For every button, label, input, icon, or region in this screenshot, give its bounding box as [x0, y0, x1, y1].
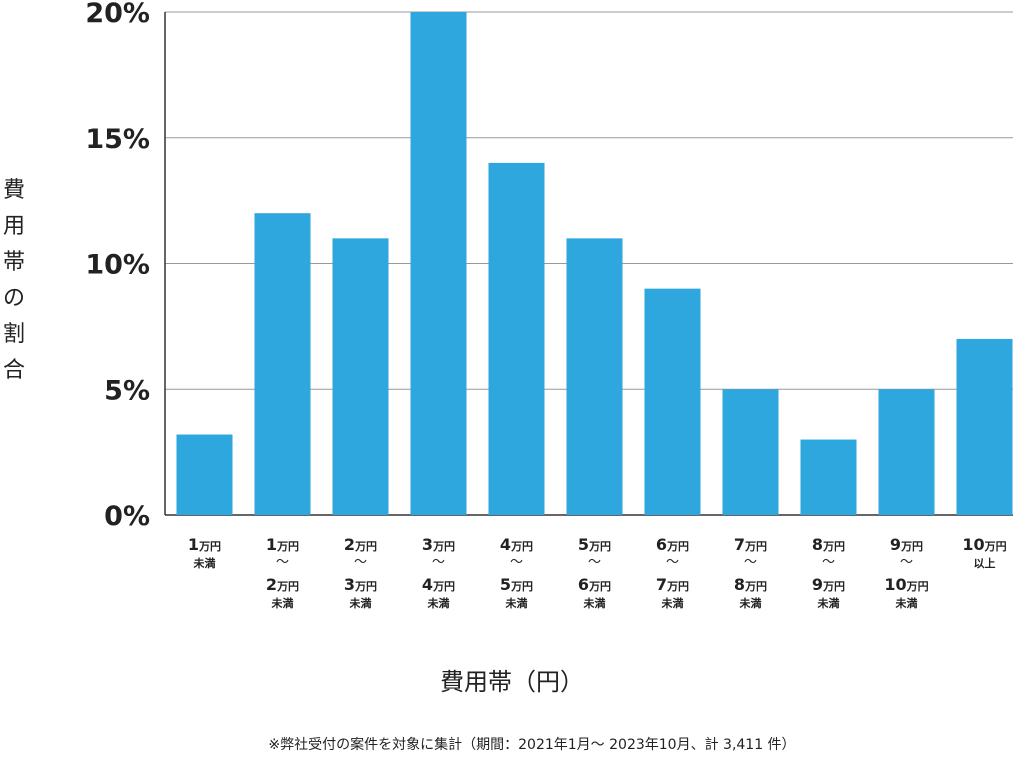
x-tick-label: 9万円 — [812, 575, 845, 594]
x-tick-suffix: 未満 — [349, 596, 372, 610]
x-tick-label: 2万円 — [344, 535, 377, 554]
y-tick-label: 5% — [104, 375, 150, 406]
y-axis-title-char: 合 — [3, 358, 25, 383]
x-tick-label: 6万円 — [656, 535, 689, 554]
y-axis-title-char: 費 — [3, 178, 25, 203]
footnote: ※弊社受付の案件を対象に集計（期間：2021年1月～ 2023年10月、計 3,… — [268, 737, 796, 753]
x-tick-label: 5万円 — [578, 535, 611, 554]
x-tick-suffix: 未満 — [583, 596, 606, 610]
x-tick-separator: 〜 — [744, 555, 757, 570]
x-tick-label: 4万円 — [422, 575, 455, 594]
x-tick-suffix: 未満 — [427, 596, 450, 610]
bar — [956, 338, 1013, 515]
bar — [800, 439, 857, 515]
x-tick-separator: 〜 — [822, 555, 835, 570]
bar — [254, 213, 311, 515]
y-tick-label: 20% — [85, 0, 150, 29]
y-axis-title-char: 用 — [3, 214, 25, 239]
x-tick-label: 8万円 — [812, 535, 845, 554]
y-axis-title-char: 帯 — [3, 250, 25, 275]
x-tick-label: 9万円 — [890, 535, 923, 554]
bar — [332, 238, 389, 515]
y-tick-label: 15% — [85, 124, 150, 155]
x-tick-separator: 〜 — [276, 555, 289, 570]
x-tick-label: 7万円 — [734, 535, 767, 554]
x-tick-label: 1万円 — [266, 535, 299, 554]
x-tick-separator: 〜 — [900, 555, 913, 570]
bar — [722, 389, 779, 515]
bar — [488, 162, 545, 515]
bar — [566, 238, 623, 515]
x-tick-label: 2万円 — [266, 575, 299, 594]
x-tick-separator: 〜 — [666, 555, 679, 570]
x-tick-suffix: 未満 — [661, 596, 684, 610]
bar — [878, 389, 935, 515]
x-tick-separator: 〜 — [354, 555, 367, 570]
x-tick-label: 3万円 — [344, 575, 377, 594]
x-tick-label: 4万円 — [500, 535, 533, 554]
y-axis-title-char: の — [3, 286, 25, 311]
x-tick-suffix: 未満 — [505, 596, 528, 610]
x-tick-label: 10万円 — [962, 535, 1006, 554]
x-tick-separator: 〜 — [510, 555, 523, 570]
y-tick-label: 0% — [104, 501, 150, 532]
x-tick-label: 3万円 — [422, 535, 455, 554]
x-tick-label: 8万円 — [734, 575, 767, 594]
x-tick-suffix: 未満 — [739, 596, 762, 610]
bar — [176, 434, 233, 515]
bar-chart: 0%5%10%15%20%1万円未満1万円〜2万円未満2万円〜3万円未満3万円〜… — [3, 0, 1013, 610]
x-tick-suffix: 未満 — [193, 556, 216, 570]
x-tick-label: 7万円 — [656, 575, 689, 594]
y-axis-title-char: 割 — [3, 322, 25, 347]
x-tick-suffix: 未満 — [271, 596, 294, 610]
bar — [410, 12, 467, 515]
x-tick-label: 6万円 — [578, 575, 611, 594]
y-tick-label: 10% — [85, 250, 150, 281]
x-tick-suffix: 以上 — [974, 556, 996, 570]
x-tick-label: 1万円 — [188, 535, 221, 554]
x-tick-separator: 〜 — [432, 555, 445, 570]
x-tick-label: 5万円 — [500, 575, 533, 594]
x-tick-separator: 〜 — [588, 555, 601, 570]
x-tick-suffix: 未満 — [817, 596, 840, 610]
x-tick-label: 10万円 — [884, 575, 928, 594]
x-tick-suffix: 未満 — [895, 596, 918, 610]
bar — [644, 288, 701, 515]
x-axis-title: 費用帯（円） — [440, 668, 584, 696]
